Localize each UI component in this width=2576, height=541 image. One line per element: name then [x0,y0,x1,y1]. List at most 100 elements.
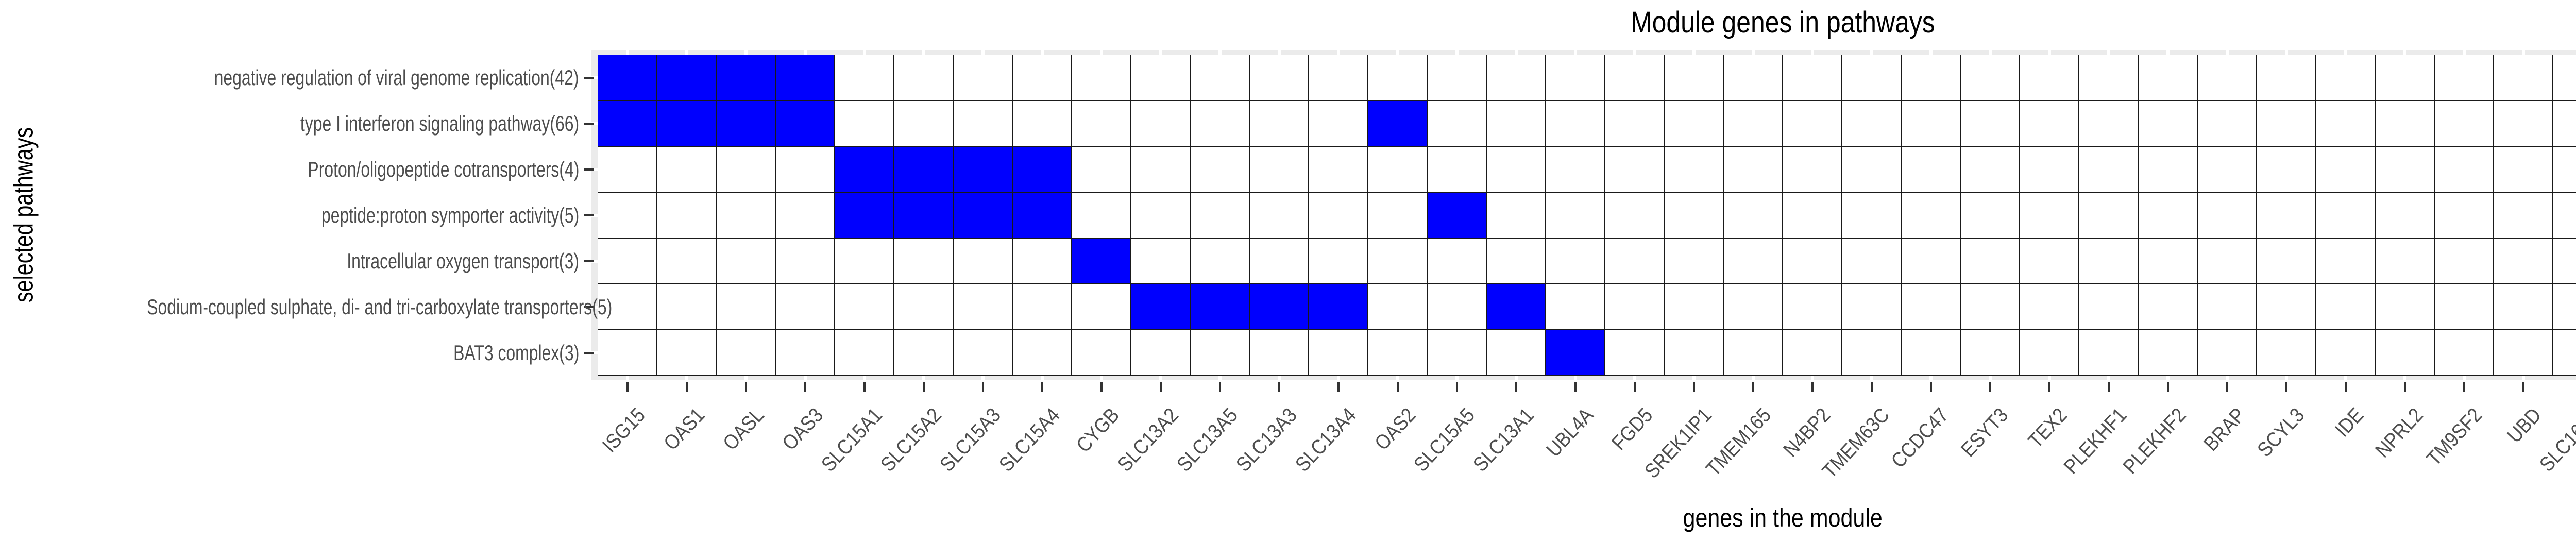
chart-title: Module genes in pathways [591,6,2576,39]
heatmap-cell-0 [2197,146,2257,192]
heatmap-cell-0 [1783,100,1842,146]
heatmap-cell-1 [894,146,953,192]
x-tick-mark [2285,382,2287,392]
heatmap-cell-0 [2553,146,2576,192]
heatmap-cell-0 [1427,238,1486,284]
heatmap-cell-0 [1842,192,1901,238]
heatmap-cell-0 [775,192,835,238]
heatmap-cell-0 [1605,55,1664,100]
heatmap-cell-0 [2257,55,2316,100]
heatmap-cell-0 [1901,238,1960,284]
x-tick-label: OAS3 [777,403,828,455]
heatmap-cell-1 [716,55,775,100]
heatmap-cell-0 [2197,238,2257,284]
heatmap-cell-1 [1012,192,1072,238]
heatmap-cell-0 [1723,330,1783,376]
heatmap-cell-0 [894,330,953,376]
heatmap-cell-0 [1486,100,1546,146]
heatmap-cell-0 [1131,192,1190,238]
heatmap-cell-1 [1368,100,1427,146]
heatmap-cell-0 [2375,55,2434,100]
heatmap-cell-1 [657,55,716,100]
heatmap-cell-0 [2079,192,2138,238]
heatmap-cell-0 [1723,146,1783,192]
heatmap-cell-1 [1486,284,1546,330]
heatmap-cell-0 [953,330,1012,376]
heatmap-cell-0 [1842,284,1901,330]
heatmap-cell-0 [1012,330,1072,376]
heatmap-cell-0 [1368,330,1427,376]
heatmap-cell-0 [1427,284,1486,330]
heatmap-grid [598,55,2576,376]
heatmap-cell-0 [1664,238,1723,284]
heatmap-cell-0 [1486,238,1546,284]
heatmap-cell-0 [2316,284,2375,330]
heatmap-cell-0 [2257,284,2316,330]
heatmap-cell-0 [2079,55,2138,100]
x-tick-label: CCDC47 [1887,403,1954,472]
heatmap-cell-0 [716,330,775,376]
heatmap-cell-0 [2020,55,2079,100]
x-tick-mark [2463,382,2465,392]
heatmap-cell-0 [2434,238,2494,284]
x-tick-mark [1337,382,1340,392]
y-tick-label: peptide:proton symporter activity(5) [321,203,579,227]
y-tick-mark [584,306,594,308]
heatmap-cell-0 [1309,100,1368,146]
heatmap-cell-0 [1960,238,2020,284]
heatmap-cell-0 [1783,284,1842,330]
heatmap-cell-0 [2079,146,2138,192]
heatmap-cell-0 [2375,284,2434,330]
heatmap-cell-0 [1427,330,1486,376]
x-tick-label: TMEM165 [1702,403,1776,481]
x-axis-title: genes in the module [591,504,2576,532]
x-tick-mark [2226,382,2228,392]
heatmap-cell-0 [2138,330,2197,376]
heatmap-cell-0 [894,284,953,330]
heatmap-cell-0 [716,192,775,238]
heatmap-cell-0 [1190,192,1249,238]
heatmap-cell-0 [1901,55,1960,100]
x-tick-mark [2166,382,2169,392]
x-tick-label: ISG15 [598,403,650,457]
x-tick-label: ESYT3 [1956,403,2013,462]
heatmap-cell-0 [1901,330,1960,376]
x-tick-mark [744,382,747,392]
heatmap-cell-0 [1249,192,1309,238]
heatmap-cell-0 [1072,55,1131,100]
x-tick-label: TEX2 [2024,403,2072,453]
x-tick-mark [981,382,984,392]
y-tick-label: BAT3 complex(3) [453,341,579,365]
heatmap-cell-0 [835,284,894,330]
heatmap-cell-0 [1427,55,1486,100]
heatmap-cell-0 [1842,146,1901,192]
x-tick-mark [1455,382,1458,392]
heatmap-cell-0 [2494,330,2553,376]
x-tick-label: SLC15A5 [1410,403,1480,476]
y-tick-mark [584,260,594,262]
heatmap-cell-0 [1190,330,1249,376]
heatmap-cell-0 [716,146,775,192]
heatmap-cell-0 [598,146,657,192]
heatmap-cell-0 [2197,284,2257,330]
heatmap-cell-0 [2257,146,2316,192]
heatmap-cell-0 [2197,192,2257,238]
heatmap-cell-0 [2375,146,2434,192]
heatmap-cell-0 [1546,284,1605,330]
heatmap-cell-0 [1546,100,1605,146]
heatmap-cell-0 [1605,192,1664,238]
heatmap-cell-0 [2316,55,2375,100]
heatmap-cell-0 [716,284,775,330]
x-tick-mark [2522,382,2524,392]
x-tick-mark [1692,382,1695,392]
heatmap-cell-0 [2197,330,2257,376]
heatmap-cell-0 [1072,146,1131,192]
heatmap-cell-0 [1664,284,1723,330]
heatmap-cell-0 [1605,238,1664,284]
heatmap-cell-0 [2138,100,2197,146]
heatmap-cell-0 [1901,100,1960,146]
heatmap-cell-0 [2257,238,2316,284]
heatmap-cell-0 [2494,192,2553,238]
heatmap-cell-0 [1605,284,1664,330]
heatmap-cell-0 [2375,192,2434,238]
